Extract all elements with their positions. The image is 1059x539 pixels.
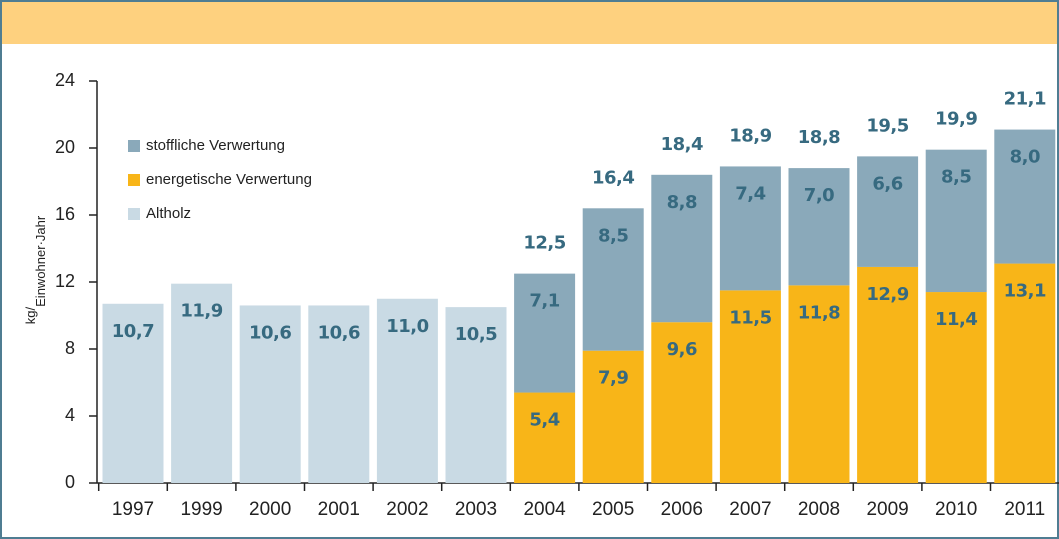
x-tick-label: 2010	[935, 499, 977, 520]
bar-segment	[376, 298, 438, 483]
legend-swatch	[128, 174, 140, 186]
y-tick-label: 0	[65, 472, 75, 492]
bar-segment	[582, 208, 644, 351]
legend-label: Altholz	[146, 205, 191, 222]
bar-segment	[925, 292, 987, 483]
bar-segment	[239, 305, 301, 483]
x-tick-label: 2009	[866, 499, 908, 520]
data-label: 11,0	[386, 316, 428, 337]
y-label-denominator: Einwohner·Jahr	[33, 215, 48, 307]
bar-segment	[788, 168, 850, 286]
bar-segment	[857, 266, 919, 483]
data-label: 11,4	[935, 309, 977, 330]
data-label: 8,5	[941, 167, 971, 188]
data-label: 10,6	[249, 322, 291, 343]
x-tick-label: 2001	[318, 499, 360, 520]
total-label: 12,5	[523, 233, 565, 254]
legend-label: energetische Verwertung	[146, 171, 312, 188]
x-tick-label: 2002	[386, 499, 428, 520]
bar-segment	[514, 392, 576, 483]
bar-segment	[719, 166, 781, 291]
data-label: 7,9	[598, 368, 628, 389]
legend-label: stoffliche Verwertung	[146, 137, 285, 154]
x-tick-label: 2006	[661, 499, 703, 520]
data-label: 7,4	[735, 183, 765, 204]
data-label: 13,1	[1004, 281, 1046, 302]
bar-segment	[102, 303, 164, 483]
y-axis-label: kg/Einwohner·Jahr	[23, 215, 48, 324]
data-label: 5,4	[529, 410, 559, 431]
x-tick-label: 1999	[180, 499, 222, 520]
x-tick-label: 2011	[1004, 499, 1045, 520]
y-tick-label: 16	[55, 204, 75, 224]
bar-segment	[651, 322, 713, 483]
bar-segment	[171, 283, 233, 483]
legend-swatch	[128, 208, 140, 220]
x-tick-label: 2005	[592, 499, 634, 520]
total-label: 18,8	[798, 127, 840, 148]
y-label-numerator: kg/	[23, 306, 38, 324]
data-label: 10,5	[455, 324, 497, 345]
data-label: 8,8	[667, 192, 697, 213]
bar-segment	[445, 307, 507, 483]
x-tick-label: 2003	[455, 499, 497, 520]
bar-segment	[719, 290, 781, 483]
data-label: 7,1	[529, 291, 559, 312]
bar-segment	[308, 305, 370, 483]
bar-segment	[582, 350, 644, 483]
bar-segment	[514, 273, 576, 393]
y-tick-label: 4	[65, 405, 75, 425]
total-label: 18,4	[661, 134, 703, 155]
x-tick-label: 1997	[112, 499, 154, 520]
x-tick-label: 2004	[523, 499, 566, 520]
data-label: 10,6	[318, 322, 360, 343]
x-tick-label: 2008	[798, 499, 840, 520]
data-label: 8,0	[1010, 147, 1040, 168]
y-tick-label: 8	[65, 338, 75, 358]
bar-segment	[857, 156, 919, 267]
data-label: 7,0	[804, 185, 834, 206]
total-label: 19,9	[935, 109, 977, 130]
y-tick-label: 24	[55, 70, 75, 90]
data-label: 11,5	[729, 307, 771, 328]
bar-segment	[788, 285, 850, 483]
bar-segment	[994, 263, 1056, 483]
bar-segment	[651, 174, 713, 323]
bar-segment	[994, 129, 1056, 264]
data-label: 10,7	[112, 321, 154, 342]
data-label: 12,9	[866, 284, 908, 305]
data-label: 11,9	[180, 301, 222, 322]
data-label: 8,5	[598, 225, 628, 246]
bar-segment	[925, 149, 987, 293]
data-label: 9,6	[667, 339, 697, 360]
total-label: 18,9	[729, 125, 771, 146]
header-band	[0, 0, 1059, 44]
y-tick-label: 12	[55, 271, 75, 291]
legend-swatch	[128, 140, 140, 152]
data-label: 6,6	[872, 173, 902, 194]
total-label: 21,1	[1004, 89, 1046, 110]
data-label: 11,8	[798, 302, 840, 323]
y-tick-label: 20	[55, 137, 75, 157]
x-tick-label: 2007	[729, 499, 771, 520]
x-tick-label: 2000	[249, 499, 291, 520]
total-label: 16,4	[592, 167, 634, 188]
total-label: 19,5	[866, 115, 908, 136]
